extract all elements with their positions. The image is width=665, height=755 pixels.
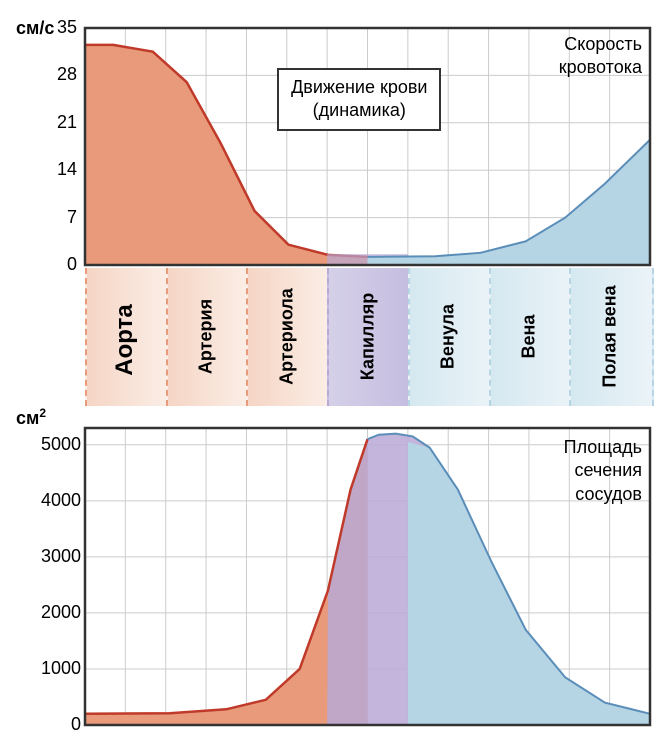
vessel-label: Капилляр [357,267,378,407]
title-line: Движение крови [291,76,427,99]
vessel-label: Артерия [196,267,217,407]
title-line: (динамика) [291,99,427,122]
ytick-label: 7 [37,207,77,228]
vessel-label: Венула [438,267,459,407]
area-corner-label: Площадьсечениясосудов [564,436,642,506]
vessel-label: Полая вена [599,267,620,407]
vessel-label: Аорта [111,270,139,410]
arterial-area-fill [85,439,368,725]
ytick-label: 14 [37,159,77,180]
ytick-label: 28 [37,64,77,85]
ytick-label: 4000 [33,490,81,511]
y-axis-label-bottom: см2 [16,406,46,429]
vessel-label: Артериола [276,267,297,407]
y-axis-label-top: см/с [16,18,54,39]
ytick-label: 0 [33,714,81,735]
capillary-area-fill [327,434,430,725]
velocity-corner-label: Скоростькровотока [559,33,642,80]
ytick-label: 5000 [33,434,81,455]
chart-title-box: Движение крови(динамика) [277,68,441,131]
ytick-label: 21 [37,112,77,133]
vessel-label: Вена [518,267,539,407]
ytick-label: 1000 [33,658,81,679]
ytick-label: 0 [37,254,77,275]
ytick-label: 3000 [33,546,81,567]
ytick-label: 2000 [33,602,81,623]
arterial-area-line [85,439,368,714]
